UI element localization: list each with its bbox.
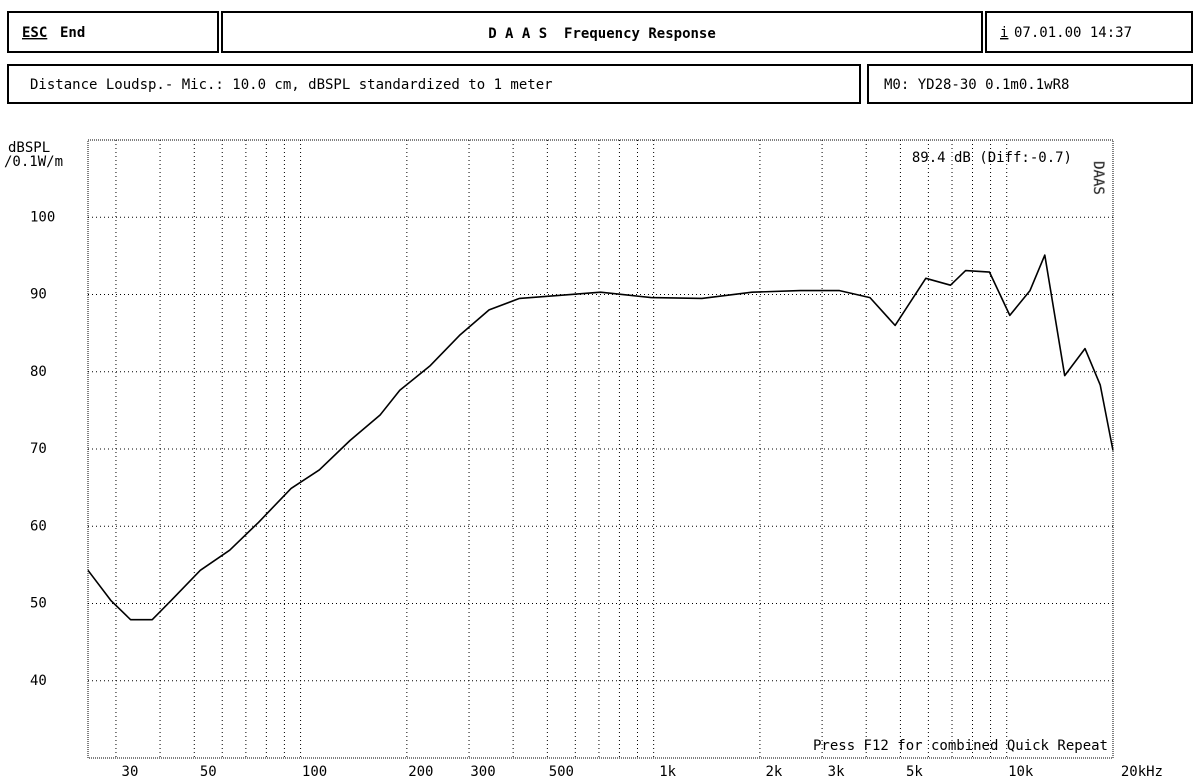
subtitle-box xyxy=(7,64,861,104)
x-tick-label: 3k xyxy=(828,764,845,780)
x-tick-label: 5k xyxy=(906,764,923,780)
title-box xyxy=(221,11,983,53)
measurement-box xyxy=(867,64,1193,104)
date-box xyxy=(985,11,1193,53)
y-tick-label: 70 xyxy=(30,441,47,457)
x-tick-label: 1k xyxy=(659,764,676,780)
x-tick-label: 200 xyxy=(408,764,433,780)
x-tick-label: 300 xyxy=(470,764,495,780)
y-tick-label: 100 xyxy=(30,209,55,225)
y-tick-label: 60 xyxy=(30,518,47,534)
response-line xyxy=(87,254,1114,621)
y-label: /0.1W/m xyxy=(4,154,63,170)
y-tick-label: 80 xyxy=(30,364,47,380)
x-tick-label: 30 xyxy=(122,764,139,780)
measurement: M0: YD28-30 0.1m0.1wR8 xyxy=(884,77,1069,93)
title: D A A S Frequency Response xyxy=(488,26,716,42)
footer: Press F12 for combined Quick Repeat xyxy=(813,738,1108,754)
datetime: 07.01.00 14:37 xyxy=(1014,25,1132,41)
logo: DAAS xyxy=(1090,161,1106,195)
x-tick-label: 10k xyxy=(1008,764,1034,780)
x-tick-label: 50 xyxy=(200,764,217,780)
info-key: i xyxy=(1000,25,1008,41)
x-tick-label: 20kHz xyxy=(1121,764,1163,780)
y-tick-label: 40 xyxy=(30,673,47,689)
x-tick-label: 100 xyxy=(302,764,327,780)
esc-key[interactable]: ESC xyxy=(22,25,47,41)
annotation: 89.4 dB (Diff:-0.7) xyxy=(912,150,1072,166)
esc-label[interactable]: End xyxy=(60,25,85,41)
y-tick-label: 50 xyxy=(30,596,47,612)
y-label: dBSPL xyxy=(8,140,50,156)
x-tick-label: 500 xyxy=(549,764,574,780)
y-tick-label: 90 xyxy=(30,287,47,303)
subtitle: Distance Loudsp.- Mic.: 10.0 cm, dBSPL s… xyxy=(30,77,553,93)
x-tick-label: 2k xyxy=(765,764,782,780)
esc-box[interactable] xyxy=(7,11,219,53)
